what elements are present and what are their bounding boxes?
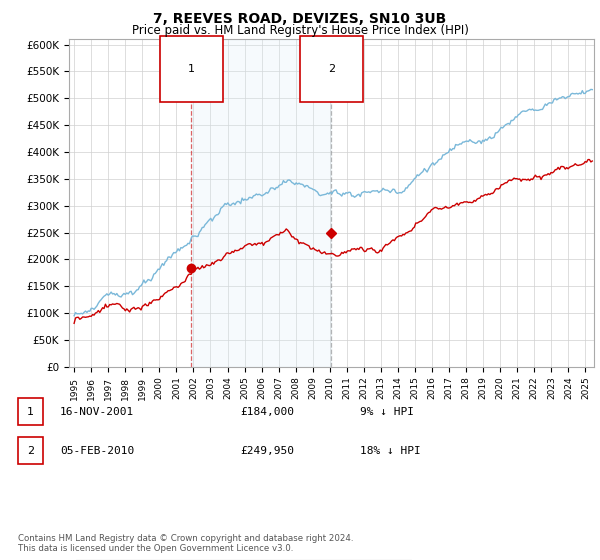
Text: 18% ↓ HPI: 18% ↓ HPI xyxy=(360,446,421,456)
Text: 1: 1 xyxy=(27,407,34,417)
Text: £249,950: £249,950 xyxy=(240,446,294,456)
Text: 1: 1 xyxy=(188,64,195,74)
Text: 2: 2 xyxy=(328,64,335,74)
Bar xyxy=(191,39,331,367)
Text: £184,000: £184,000 xyxy=(240,407,294,417)
Text: 7, REEVES ROAD, DEVIZES, SN10 3UB: 7, REEVES ROAD, DEVIZES, SN10 3UB xyxy=(154,12,446,26)
Text: Price paid vs. HM Land Registry's House Price Index (HPI): Price paid vs. HM Land Registry's House … xyxy=(131,24,469,37)
Text: Contains HM Land Registry data © Crown copyright and database right 2024.
This d: Contains HM Land Registry data © Crown c… xyxy=(18,534,353,553)
Text: 2: 2 xyxy=(27,446,34,456)
Text: 16-NOV-2001: 16-NOV-2001 xyxy=(60,407,134,417)
Text: 9% ↓ HPI: 9% ↓ HPI xyxy=(360,407,414,417)
Text: 05-FEB-2010: 05-FEB-2010 xyxy=(60,446,134,456)
